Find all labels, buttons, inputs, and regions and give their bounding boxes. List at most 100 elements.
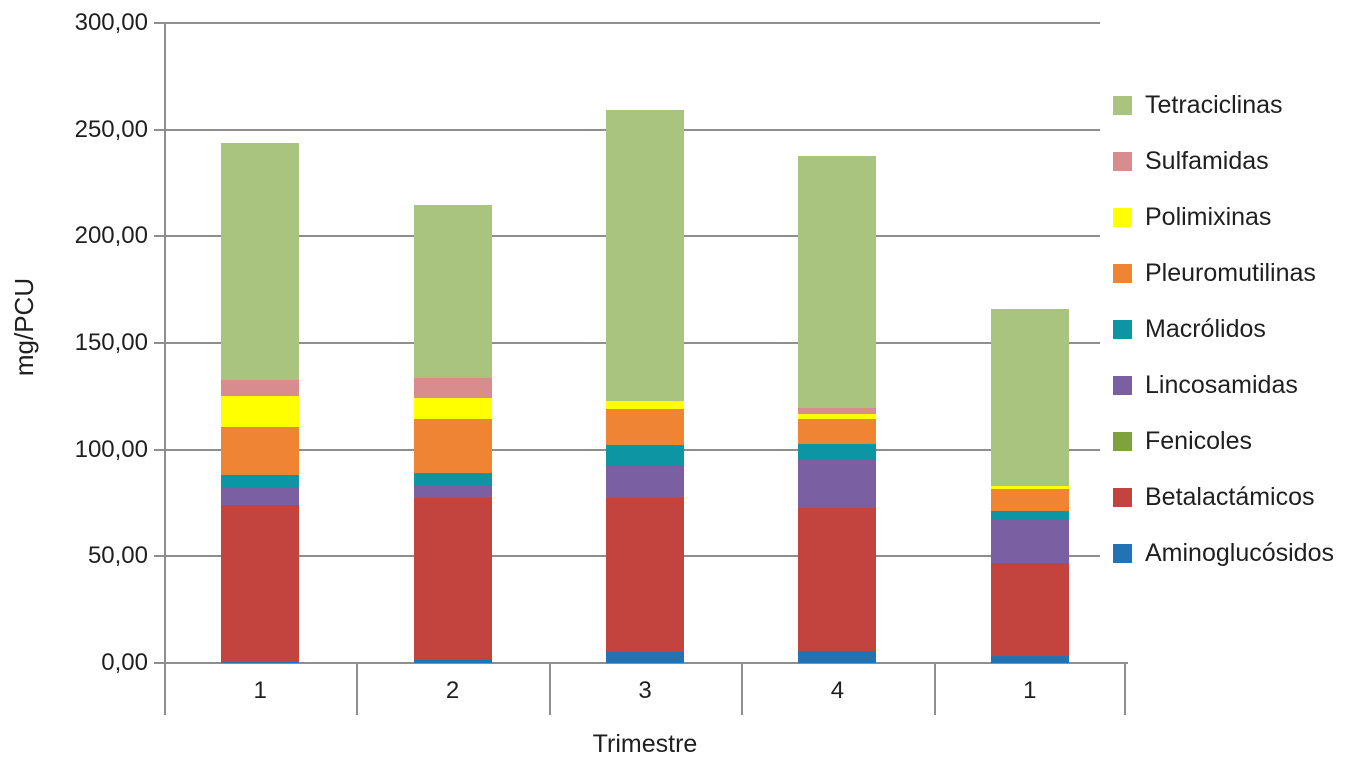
legend-label: Lincosamidas xyxy=(1145,371,1298,399)
bar-trimestre-3 xyxy=(606,109,684,663)
legend-label: Macrólidos xyxy=(1145,315,1266,343)
bar-segment-sulfamidas xyxy=(413,378,492,399)
bar-segment-pleuromutilinas xyxy=(606,408,684,445)
bar-segment-tetraciclinas xyxy=(413,204,492,378)
legend-item-betalactámicos: Betalactámicos xyxy=(1113,485,1334,510)
bar-segment-pleuromutilinas xyxy=(798,418,877,444)
bar-segment-polimixinas xyxy=(990,486,1069,489)
gridline xyxy=(164,662,1100,664)
bar-segment-polimixinas xyxy=(413,398,492,419)
bar-segment-pleuromutilinas xyxy=(221,427,300,475)
bar-segment-betalactámicos xyxy=(413,498,492,660)
legend-item-tetraciclinas: Tetraciclinas xyxy=(1113,93,1334,118)
bar-segment-tetraciclinas xyxy=(221,143,300,380)
bar-segment-macrólidos xyxy=(798,443,877,460)
bar-segment-tetraciclinas xyxy=(606,109,684,402)
bar-segment-lincosamidas xyxy=(606,465,684,499)
y-axis-tick xyxy=(154,342,165,344)
x-axis-tick xyxy=(741,663,744,715)
y-axis-tick xyxy=(154,235,165,238)
y-axis-title: mg/PCU xyxy=(9,277,39,377)
legend: Tetraciclinas Sulfamidas Polimixinas Pleuro… xyxy=(1113,93,1334,566)
bar-segment-aminoglucósidos xyxy=(798,651,877,663)
bar-segment-aminoglucósidos xyxy=(606,652,684,663)
bar-segment-lincosamidas xyxy=(990,519,1069,563)
y-axis-tick xyxy=(154,448,165,451)
x-axis-category-label: 1 xyxy=(1023,677,1037,704)
bar-segment-macrólidos xyxy=(606,444,684,466)
y-axis-tick-label: 150,00 xyxy=(74,329,148,356)
y-axis-tick xyxy=(154,128,165,131)
bar-segment-pleuromutilinas xyxy=(990,488,1069,511)
y-axis-tick xyxy=(154,555,165,558)
x-axis-tick xyxy=(1124,663,1126,715)
legend-label: Tetraciclinas xyxy=(1145,91,1283,119)
legend-swatch-fenicoles xyxy=(1113,432,1132,451)
y-axis-tick-label: 0,00 xyxy=(101,649,148,676)
bar-segment-sulfamidas xyxy=(221,379,300,396)
legend-swatch-lincosamidas xyxy=(1113,376,1132,395)
bar-segment-sulfamidas xyxy=(798,408,877,414)
legend-label: Polimixinas xyxy=(1145,203,1272,231)
x-axis-category-label: 3 xyxy=(638,677,652,704)
bar-segment-aminoglucósidos xyxy=(990,656,1069,663)
x-axis-tick xyxy=(548,663,551,715)
x-axis-category-label: 1 xyxy=(253,677,267,704)
legend-swatch-macrólidos xyxy=(1113,320,1132,339)
bar-segment-betalactámicos xyxy=(221,504,300,662)
bar-segment-tetraciclinas xyxy=(798,156,877,409)
legend-item-aminoglucósidos: Aminoglucósidos xyxy=(1113,541,1334,566)
legend-label: Betalactámicos xyxy=(1145,483,1315,511)
legend-swatch-tetraciclinas xyxy=(1113,96,1132,115)
y-axis-tick xyxy=(154,662,165,664)
bar-trimestre-1 xyxy=(990,308,1069,663)
y-axis-line xyxy=(164,23,166,715)
legend-label: Pleuromutilinas xyxy=(1145,259,1316,287)
bar-segment-lincosamidas xyxy=(221,487,300,505)
y-axis-tick-label: 50,00 xyxy=(87,542,148,570)
plot-area xyxy=(164,22,1100,664)
legend-label: Aminoglucósidos xyxy=(1145,539,1334,567)
y-axis-tick-label: 100,00 xyxy=(74,435,148,463)
bar-segment-lincosamidas xyxy=(413,484,492,499)
y-axis-tick-label: 250,00 xyxy=(74,115,148,143)
bar-segment-aminoglucósidos xyxy=(413,659,492,663)
legend-item-polimixinas: Polimixinas xyxy=(1113,205,1334,230)
bar-segment-macrólidos xyxy=(413,472,492,485)
bar-segment-macrólidos xyxy=(221,474,300,487)
gridline xyxy=(164,22,1100,24)
legend-swatch-aminoglucósidos xyxy=(1113,544,1132,563)
bar-segment-betalactámicos xyxy=(606,498,684,653)
bar-segment-pleuromutilinas xyxy=(413,418,492,473)
bar-trimestre-1 xyxy=(221,143,300,663)
y-axis-tick-label: 300,00 xyxy=(74,9,148,36)
bar-trimestre-2 xyxy=(413,204,492,663)
legend-item-sulfamidas: Sulfamidas xyxy=(1113,149,1334,174)
y-axis-tick xyxy=(154,22,165,24)
legend-item-lincosamidas: Lincosamidas xyxy=(1113,373,1334,398)
legend-swatch-polimixinas xyxy=(1113,208,1132,227)
legend-swatch-betalactámicos xyxy=(1113,488,1132,507)
legend-item-macrólidos: Macrólidos xyxy=(1113,317,1334,342)
legend-swatch-sulfamidas xyxy=(1113,152,1132,171)
bar-segment-polimixinas xyxy=(221,395,300,428)
bar-segment-macrólidos xyxy=(990,510,1069,520)
legend-label: Fenicoles xyxy=(1145,427,1252,455)
x-axis-tick xyxy=(356,663,359,715)
bar-segment-betalactámicos xyxy=(798,507,877,652)
x-axis-tick xyxy=(164,663,166,715)
bar-trimestre-4 xyxy=(798,156,877,663)
legend-item-fenicoles: Fenicoles xyxy=(1113,429,1334,454)
bar-segment-betalactámicos xyxy=(990,562,1069,657)
legend-swatch-pleuromutilinas xyxy=(1113,264,1132,283)
y-axis-tick-label: 200,00 xyxy=(74,222,148,250)
bar-segment-lincosamidas xyxy=(798,459,877,508)
bar-segment-polimixinas xyxy=(798,413,877,419)
x-axis-category-label: 4 xyxy=(830,677,845,704)
x-axis-tick xyxy=(933,663,936,715)
bar-segment-aminoglucósidos xyxy=(221,661,300,663)
x-axis-title: Trimestre xyxy=(592,730,698,758)
legend-item-pleuromutilinas: Pleuromutilinas xyxy=(1113,261,1334,286)
x-axis-category-label: 2 xyxy=(445,677,460,704)
